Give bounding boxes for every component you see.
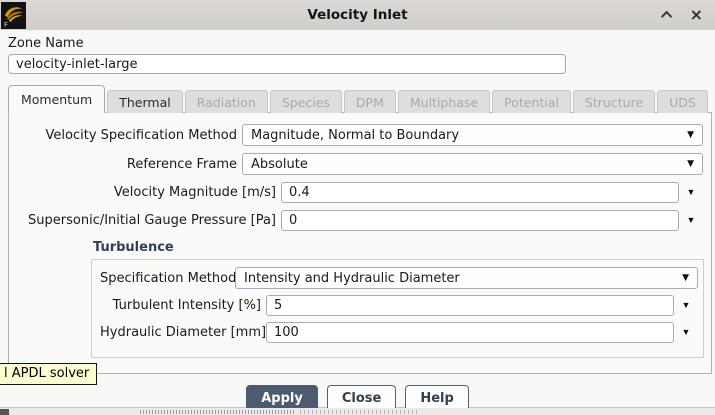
background-corner-fragment [0, 409, 9, 415]
dropdown-arrow-icon: ▼ [682, 272, 689, 283]
close-icon[interactable]: × [689, 5, 703, 24]
tab-species: Species [269, 90, 342, 113]
momentum-panel: Velocity Specification Method Magnitude,… [8, 112, 712, 374]
turb-spec-method-dropdown[interactable]: Intensity and Hydraulic Diameter ▼ [235, 267, 698, 289]
tab-multiphase: Multiphase [397, 90, 491, 113]
reference-frame-dropdown[interactable]: Absolute ▼ [242, 153, 703, 175]
tab-radiation: Radiation [184, 90, 268, 113]
background-toolbar-fragment [300, 410, 420, 414]
tab-bar: Momentum Thermal Radiation Species DPM M… [8, 85, 715, 113]
velocity-magnitude-label: Velocity Magnitude [m/s] [113, 185, 276, 200]
dropdown-arrow-icon: ▼ [681, 300, 691, 310]
tab-momentum[interactable]: Momentum [8, 85, 106, 113]
help-button[interactable]: Help [405, 385, 469, 413]
titlebar: F Velocity Inlet × [0, 0, 715, 30]
turbulent-intensity-row: Turbulent Intensity [%] ▼ [100, 295, 698, 316]
collapse-icon[interactable] [660, 10, 672, 23]
dropdown-arrow-icon: ▼ [687, 158, 694, 169]
tab-structure: Structure [572, 90, 656, 113]
velocity-magnitude-menu-button[interactable]: ▼ [679, 182, 703, 203]
hydraulic-diameter-input[interactable] [266, 322, 674, 343]
velocity-spec-label: Velocity Specification Method [45, 127, 237, 143]
reference-frame-value: Absolute [251, 156, 308, 172]
velocity-magnitude-input[interactable] [281, 182, 679, 203]
gauge-pressure-label: Supersonic/Initial Gauge Pressure [Pa] [28, 213, 276, 228]
turbulence-group: Specification Method Intensity and Hydra… [91, 259, 704, 358]
zone-name-input[interactable] [8, 54, 566, 74]
dialog-title: Velocity Inlet [307, 7, 408, 23]
velocity-magnitude-row: Velocity Magnitude [m/s] ▼ [9, 182, 711, 203]
fluent-logo-icon: F [1, 2, 26, 29]
hydraulic-diameter-label: Hydraulic Diameter [mm] [100, 325, 266, 340]
background-toolbar-fragment [140, 410, 295, 414]
turb-spec-method-value: Intensity and Hydraulic Diameter [244, 270, 460, 286]
tab-potential: Potential [492, 90, 571, 113]
gauge-pressure-menu-button[interactable]: ▼ [679, 210, 703, 231]
svg-text:F: F [4, 21, 8, 29]
turbulence-section-title: Turbulence [93, 240, 174, 255]
gauge-pressure-row: Supersonic/Initial Gauge Pressure [Pa] ▼ [9, 210, 711, 231]
dropdown-arrow-icon: ▼ [686, 187, 696, 197]
velocity-spec-row: Velocity Specification Method Magnitude,… [9, 124, 711, 146]
tab-dpm: DPM [343, 90, 396, 113]
hydraulic-diameter-menu-button[interactable]: ▼ [674, 322, 698, 343]
tab-uds: UDS [657, 90, 708, 113]
dropdown-arrow-icon: ▼ [686, 215, 696, 225]
turbulent-intensity-label: Turbulent Intensity [%] [112, 298, 261, 313]
turbulent-intensity-input[interactable] [266, 295, 674, 316]
apdl-solver-tooltip: l APDL solver [0, 363, 98, 385]
turb-spec-method-label: Specification Method [100, 270, 235, 286]
dialog-button-row: Apply Close Help [0, 385, 715, 413]
apply-button[interactable]: Apply [246, 385, 318, 413]
gauge-pressure-input[interactable] [281, 210, 679, 231]
reference-frame-label: Reference Frame [126, 156, 237, 172]
zone-name-label: Zone Name [8, 36, 84, 51]
dropdown-arrow-icon: ▼ [681, 327, 691, 337]
turb-spec-method-row: Specification Method Intensity and Hydra… [100, 267, 698, 289]
turbulent-intensity-menu-button[interactable]: ▼ [674, 295, 698, 316]
reference-frame-row: Reference Frame Absolute ▼ [9, 153, 711, 175]
window-controls: × [660, 5, 715, 24]
velocity-spec-value: Magnitude, Normal to Boundary [251, 127, 460, 143]
tab-thermal[interactable]: Thermal [107, 90, 183, 113]
dropdown-arrow-icon: ▼ [687, 129, 694, 140]
velocity-spec-dropdown[interactable]: Magnitude, Normal to Boundary ▼ [242, 124, 703, 146]
hydraulic-diameter-row: Hydraulic Diameter [mm] ▼ [100, 322, 698, 343]
